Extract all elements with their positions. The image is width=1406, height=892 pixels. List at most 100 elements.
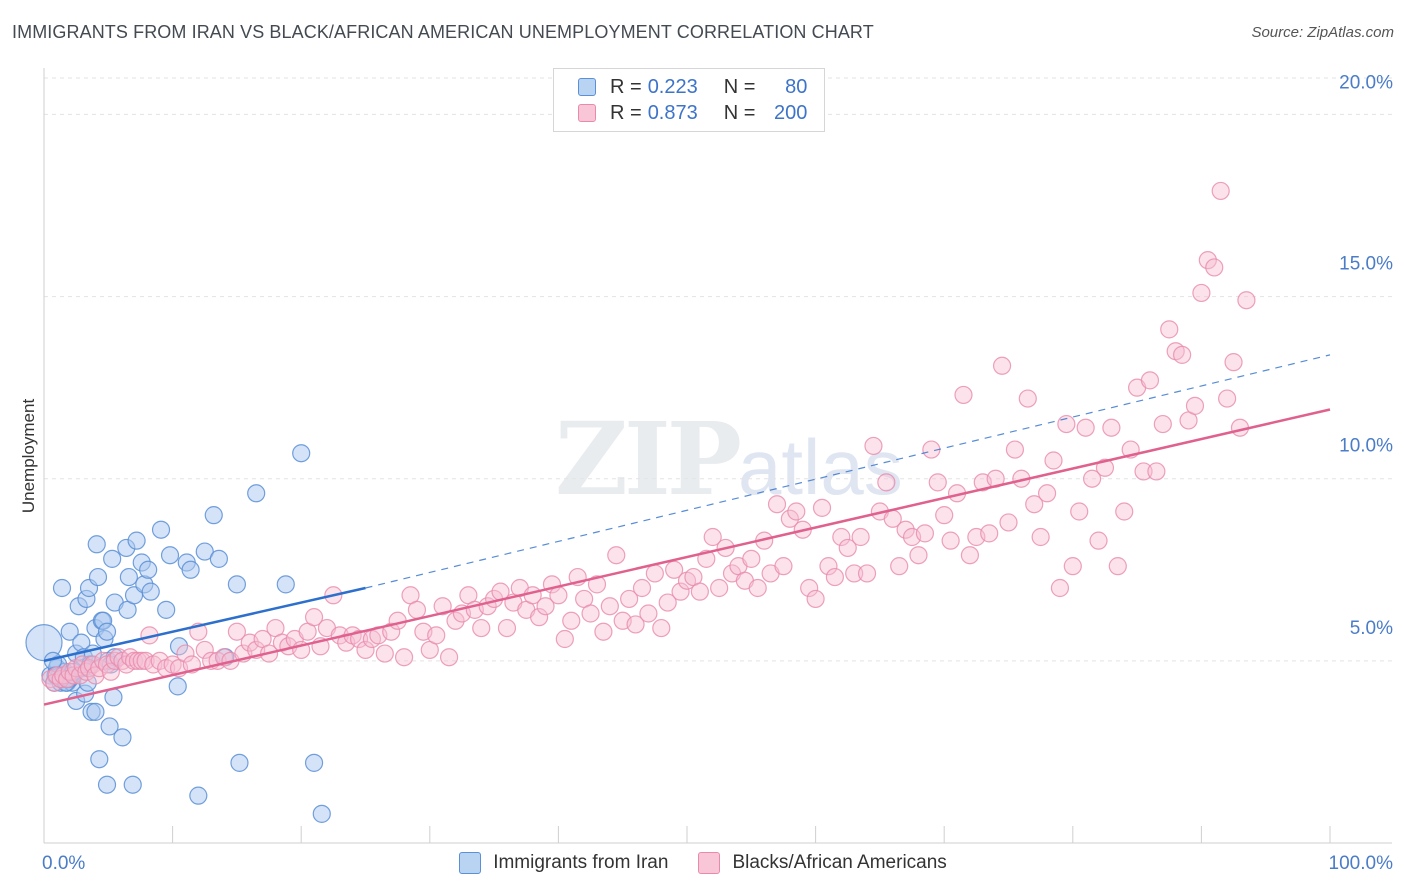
point-black — [742, 549, 761, 568]
point-iran — [100, 717, 119, 736]
point-black — [446, 611, 465, 630]
point-iran — [141, 582, 160, 601]
point-iran — [113, 728, 132, 747]
point-iran — [181, 560, 200, 579]
legend-r-label: R = — [610, 101, 642, 124]
legend-row-iran: R = 0.223 N = 80 — [578, 75, 807, 99]
point-black — [600, 597, 619, 616]
point-iran — [139, 560, 158, 579]
legend-swatch-iran — [578, 78, 596, 96]
point-black — [549, 586, 568, 605]
x-tick-label-max: 100.0% — [1329, 853, 1394, 874]
point-black — [472, 618, 491, 638]
legend-n-value-black: 200 — [774, 101, 808, 124]
point-black — [980, 524, 999, 543]
point-black — [877, 473, 896, 492]
y-tick-label: 10.0% — [1339, 436, 1393, 457]
source-credit: Source: ZipAtlas.com — [1251, 24, 1394, 41]
point-black — [1076, 418, 1095, 437]
point-black — [626, 615, 645, 634]
point-black — [690, 582, 709, 601]
point-iran — [119, 567, 138, 587]
black-trend-line — [43, 408, 1331, 706]
point-iran — [230, 753, 249, 772]
point-iran — [127, 531, 146, 550]
point-black — [703, 527, 722, 547]
point-black — [1192, 283, 1211, 303]
point-iran — [97, 622, 117, 641]
point-black — [767, 495, 787, 514]
point-iran — [104, 688, 123, 707]
point-black — [497, 618, 517, 638]
point-black — [845, 564, 864, 583]
point-black — [909, 546, 928, 565]
point-black — [607, 546, 626, 565]
point-black — [439, 648, 459, 667]
point-black — [1037, 484, 1057, 503]
point-black — [652, 618, 671, 638]
point-iran — [276, 575, 295, 594]
point-black — [1102, 418, 1121, 437]
iran-trend-extension — [365, 354, 1331, 589]
point-black — [227, 622, 246, 641]
series-legend-black[interactable]: Blacks/African Americans — [698, 852, 947, 874]
axes — [43, 68, 1392, 844]
point-black — [639, 604, 658, 623]
point-black — [864, 436, 883, 456]
point-black — [1140, 371, 1160, 390]
point-black — [1134, 462, 1153, 481]
point-black — [195, 640, 214, 660]
point-black — [382, 622, 401, 641]
point-black — [787, 502, 806, 521]
point-iran — [160, 546, 180, 565]
point-black — [176, 644, 195, 663]
point-iran — [169, 637, 189, 656]
point-black — [1160, 320, 1179, 339]
point-iran — [103, 549, 122, 568]
point-black — [407, 600, 427, 619]
point-black — [928, 473, 947, 492]
point-black — [1115, 502, 1134, 521]
legend-n-label: N = — [723, 75, 756, 98]
point-black — [941, 531, 960, 550]
point-black — [851, 527, 870, 547]
point-black — [581, 604, 600, 623]
legend-r-value-iran: 0.223 — [647, 75, 698, 98]
point-black — [935, 506, 954, 525]
point-black — [1108, 557, 1127, 576]
series-legend-iran[interactable]: Immigrants from Iran — [459, 852, 668, 874]
point-black — [832, 527, 851, 547]
regression-lines — [43, 354, 1331, 706]
point-black — [594, 622, 613, 641]
point-black — [915, 524, 935, 543]
chart-title: IMMIGRANTS FROM IRAN VS BLACK/AFRICAN AM… — [12, 22, 874, 42]
x-tick-label-min: 0.0% — [42, 853, 85, 874]
point-black — [1205, 258, 1224, 277]
point-black — [838, 538, 857, 558]
point-black — [780, 509, 799, 528]
point-black — [1237, 291, 1256, 310]
point-black — [800, 578, 819, 598]
legend-swatch-black — [578, 104, 596, 122]
series-iran-points — [25, 444, 331, 823]
point-black — [992, 356, 1012, 375]
point-black — [1025, 495, 1044, 514]
point-black — [433, 597, 452, 616]
point-black — [1018, 389, 1037, 408]
point-iran — [86, 702, 105, 721]
point-black — [587, 575, 607, 594]
axis-labels: 5.0% 10.0% 15.0% 20.0% 0.0% 100.0% Unemploymen… — [19, 72, 1393, 874]
point-black — [825, 567, 844, 587]
point-black — [620, 589, 639, 609]
point-black — [1147, 462, 1166, 481]
point-black — [1063, 557, 1082, 576]
point-iran — [312, 804, 331, 823]
point-black — [1185, 396, 1205, 415]
point-black — [427, 626, 446, 645]
point-black — [562, 611, 581, 630]
watermark-zip: ZIP — [555, 400, 742, 518]
point-iran — [52, 578, 72, 598]
series-swatch-black — [698, 852, 721, 874]
point-black — [1082, 469, 1102, 488]
